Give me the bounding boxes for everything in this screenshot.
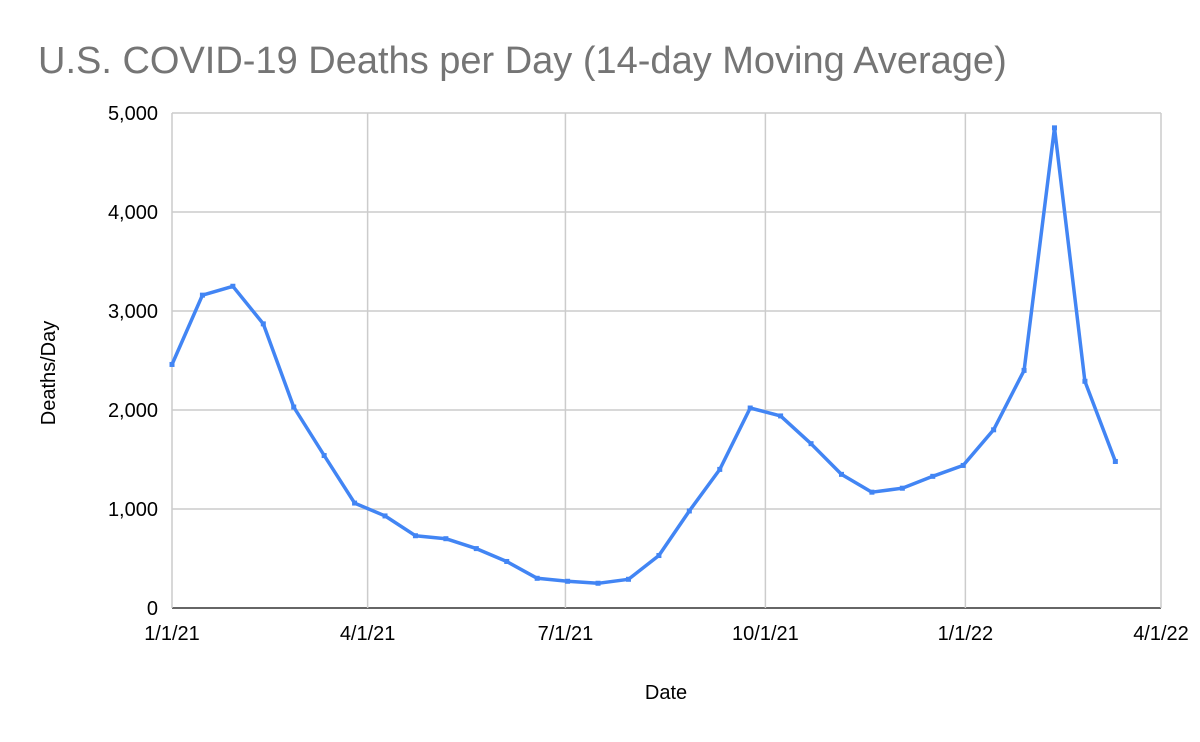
y-tick-label: 4,000 (108, 202, 158, 224)
y-tick-label: 2,000 (108, 400, 158, 422)
x-axis-label: Date (645, 682, 687, 704)
data-point (991, 427, 997, 433)
data-point (595, 580, 601, 586)
data-point (747, 405, 753, 411)
data-point (960, 462, 966, 468)
data-point (1112, 458, 1118, 464)
data-point (565, 578, 571, 584)
data-point (930, 473, 936, 479)
y-tick-label: 0 (147, 598, 158, 620)
x-tick-label: 1/1/21 (144, 623, 200, 645)
data-point (686, 508, 692, 514)
x-tick-label: 4/1/21 (340, 623, 396, 645)
x-tick-label: 4/1/22 (1133, 623, 1189, 645)
grid-layer (171, 112, 1162, 609)
data-point (778, 413, 784, 419)
data-point (291, 404, 297, 410)
y-axis-label: Deaths/Day (38, 321, 60, 426)
data-point (321, 453, 327, 459)
data-point (443, 536, 449, 542)
data-point (1082, 378, 1088, 384)
series-line (170, 126, 1118, 586)
x-tick-label: 1/1/22 (938, 623, 994, 645)
data-point (260, 321, 266, 327)
data-point (1051, 125, 1057, 131)
data-point (808, 441, 814, 447)
data-point (656, 553, 662, 559)
data-point (899, 485, 905, 491)
data-point (504, 558, 510, 564)
y-tick-label: 3,000 (108, 301, 158, 323)
data-point (717, 466, 723, 472)
y-tick-label: 1,000 (108, 499, 158, 521)
x-tick-label: 7/1/21 (538, 623, 594, 645)
data-point (869, 489, 875, 495)
data-point (625, 576, 631, 582)
data-point (412, 533, 418, 539)
data-point (473, 546, 479, 552)
data-point (199, 292, 205, 298)
x-tick-labels: 1/1/21 4/1/21 7/1/21 10/1/21 1/1/22 4/1/22 (144, 623, 1189, 645)
series-points (169, 125, 1118, 586)
chart-title: U.S. COVID-19 Deaths per Day (14-day Mov… (38, 40, 1007, 82)
y-tick-labels: 0 1,000 2,000 3,000 4,000 5,000 (108, 103, 158, 620)
data-point (534, 575, 540, 581)
data-point (169, 361, 175, 367)
data-point (352, 500, 358, 506)
data-point (838, 471, 844, 477)
y-tick-label: 5,000 (108, 103, 158, 125)
x-tick-label: 10/1/21 (732, 623, 799, 645)
data-point (382, 513, 388, 519)
data-point (230, 283, 236, 289)
data-point (1021, 367, 1027, 373)
